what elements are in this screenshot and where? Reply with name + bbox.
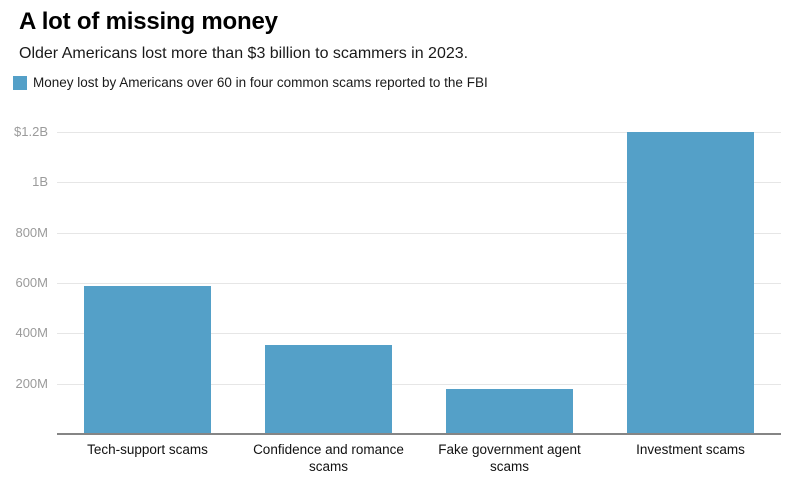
gridline — [57, 383, 781, 385]
y-axis-tick-label: 600M — [15, 275, 48, 290]
legend-swatch-icon — [13, 75, 27, 90]
gridline — [57, 182, 781, 184]
bar — [84, 285, 211, 434]
bar-chart-plot-area: 200M 400M 600M 800M 1B $1.2B Tech-support sca… — [14, 116, 781, 474]
y-axis-tick-label: 1B — [32, 174, 48, 190]
bar — [627, 132, 754, 434]
y-axis-tick-label: 800M — [15, 224, 48, 240]
y-axis-tick-label: 400M — [15, 325, 48, 341]
x-axis-line — [57, 433, 781, 435]
x-axis-category-label: Fake government agent scams — [438, 442, 581, 474]
gridline — [57, 132, 781, 133]
legend: Money lost by Americans over 60 in four … — [13, 75, 488, 90]
y-axis-tick-label: 200M — [15, 375, 48, 391]
bar — [265, 344, 392, 434]
chart-title: A lot of missing money — [19, 8, 278, 35]
gridline — [57, 333, 781, 335]
y-axis-tick-label: $1.2B — [14, 124, 48, 139]
bar — [446, 388, 573, 434]
x-axis-category-label: Confidence and romance scams — [253, 442, 404, 474]
gridline — [57, 232, 781, 234]
x-axis-category-label: Tech-support scams — [87, 442, 208, 457]
legend-label: Money lost by Americans over 60 in four … — [33, 75, 488, 90]
gridline — [57, 283, 781, 284]
chart-subtitle: Older Americans lost more than $3 billio… — [19, 45, 469, 62]
x-axis-category-label: Investment scams — [636, 442, 745, 457]
